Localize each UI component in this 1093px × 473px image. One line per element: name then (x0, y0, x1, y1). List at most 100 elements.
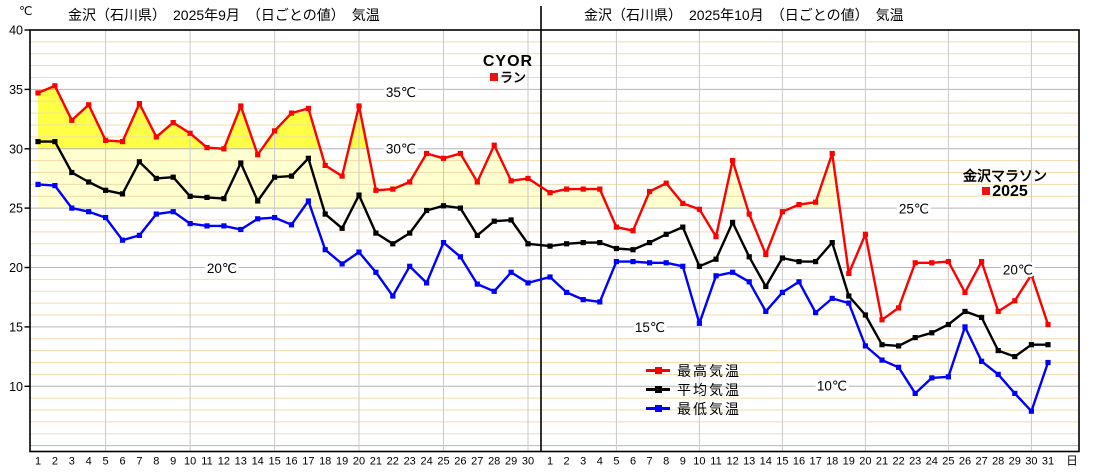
data-point-marker (221, 196, 227, 202)
day-label: 25 (437, 456, 449, 468)
data-point-marker (912, 390, 918, 396)
data-point-marker (796, 259, 802, 265)
data-point-marker (69, 169, 75, 176)
data-point-marker (457, 205, 463, 211)
data-point-marker (288, 110, 295, 116)
day-label: 24 (926, 456, 938, 468)
data-point-marker (457, 150, 463, 157)
y-axis-unit-label: ℃ (19, 4, 33, 18)
legend-item-max-temp: 最高気温 (646, 361, 741, 380)
day-label: 20 (859, 456, 871, 468)
day-label: 22 (387, 456, 399, 468)
min-temp-series (35, 181, 1051, 414)
data-point-marker (896, 364, 902, 370)
day-label: 2 (564, 456, 570, 468)
data-point-marker (763, 308, 769, 314)
y-axis-tick-label: 10 (9, 380, 23, 394)
data-point-marker (424, 150, 430, 157)
day-label: 21 (876, 456, 888, 468)
data-point-marker (35, 181, 41, 187)
data-point-marker (1012, 298, 1018, 304)
data-point-marker (613, 245, 619, 252)
day-label: 31 (1042, 456, 1054, 468)
data-point-marker (508, 217, 514, 223)
data-point-marker (862, 343, 868, 349)
data-point-marker (1045, 359, 1051, 366)
y-axis-tick-label: 25 (9, 202, 23, 216)
day-label: 7 (647, 456, 653, 468)
data-point-marker (896, 305, 902, 311)
data-point-marker (862, 312, 868, 318)
data-point-marker (508, 178, 514, 184)
data-point-marker (613, 224, 619, 230)
day-label: 8 (153, 456, 159, 468)
data-point-marker (440, 203, 447, 209)
day-label: 15 (268, 456, 280, 468)
day-label: 6 (630, 456, 636, 468)
data-point-marker (153, 134, 159, 140)
data-point-marker (424, 280, 430, 286)
data-point-marker (103, 187, 109, 193)
red-square-icon (489, 72, 498, 81)
data-point-marker (1028, 272, 1034, 278)
data-point-marker (779, 255, 785, 261)
y-axis-tick-label: 30 (9, 142, 23, 156)
data-point-marker (945, 259, 951, 265)
data-point-marker (288, 222, 295, 228)
chart-legend: 最高気温 平均気温 最低気温 (646, 361, 741, 418)
day-label: 13 (235, 456, 247, 468)
data-point-marker (846, 270, 852, 276)
data-point-marker (647, 188, 653, 195)
red-square-icon (982, 186, 991, 195)
marathon-annotation-title: 金沢マラソン (963, 168, 1047, 184)
data-point-marker (238, 226, 244, 233)
data-point-marker (305, 198, 311, 204)
data-point-marker (597, 186, 603, 192)
data-point-marker (630, 259, 636, 265)
data-point-marker (119, 191, 126, 197)
cyor-run-annotation: CYOR ラン (476, 53, 540, 84)
y-axis-tick-label: 40 (9, 24, 23, 38)
data-point-marker (696, 206, 702, 212)
day-label: 2 (52, 456, 58, 468)
legend-avg-temp-swatch (646, 386, 670, 393)
data-point-marker (52, 139, 58, 145)
data-point-marker (564, 186, 570, 192)
avg-temp-series (35, 139, 1051, 360)
gridline-label-20c-oct: 20℃ (1003, 263, 1033, 278)
data-point-marker (580, 186, 586, 192)
day-label: 27 (975, 456, 987, 468)
data-point-marker (339, 173, 345, 179)
data-point-marker (187, 130, 193, 136)
data-point-marker (829, 295, 835, 301)
data-point-marker (305, 155, 311, 161)
day-label: 8 (663, 456, 669, 468)
data-point-marker (221, 146, 227, 152)
legend-max-temp-swatch (646, 367, 670, 374)
data-point-marker (170, 209, 176, 215)
day-label: 23 (909, 456, 921, 468)
data-point-marker (962, 289, 968, 295)
day-label: 10 (184, 456, 196, 468)
data-point-marker (846, 300, 852, 306)
day-label: 12 (218, 456, 230, 468)
day-label: 29 (1009, 456, 1021, 468)
data-point-marker (763, 251, 769, 257)
data-point-marker (829, 240, 835, 246)
legend-item-min-temp: 最低気温 (646, 399, 741, 418)
data-point-marker (525, 175, 531, 181)
data-point-marker (746, 211, 752, 217)
data-point-marker (508, 269, 514, 275)
data-point-marker (879, 342, 885, 348)
data-point-marker (153, 175, 159, 181)
data-point-marker (929, 375, 935, 381)
data-point-marker (647, 260, 653, 266)
data-point-marker (322, 162, 328, 168)
data-point-marker (322, 247, 328, 253)
data-point-marker (407, 263, 413, 269)
day-label: 1 (35, 456, 41, 468)
day-label: 28 (488, 456, 500, 468)
data-point-marker (879, 357, 885, 363)
data-point-marker (69, 205, 75, 211)
